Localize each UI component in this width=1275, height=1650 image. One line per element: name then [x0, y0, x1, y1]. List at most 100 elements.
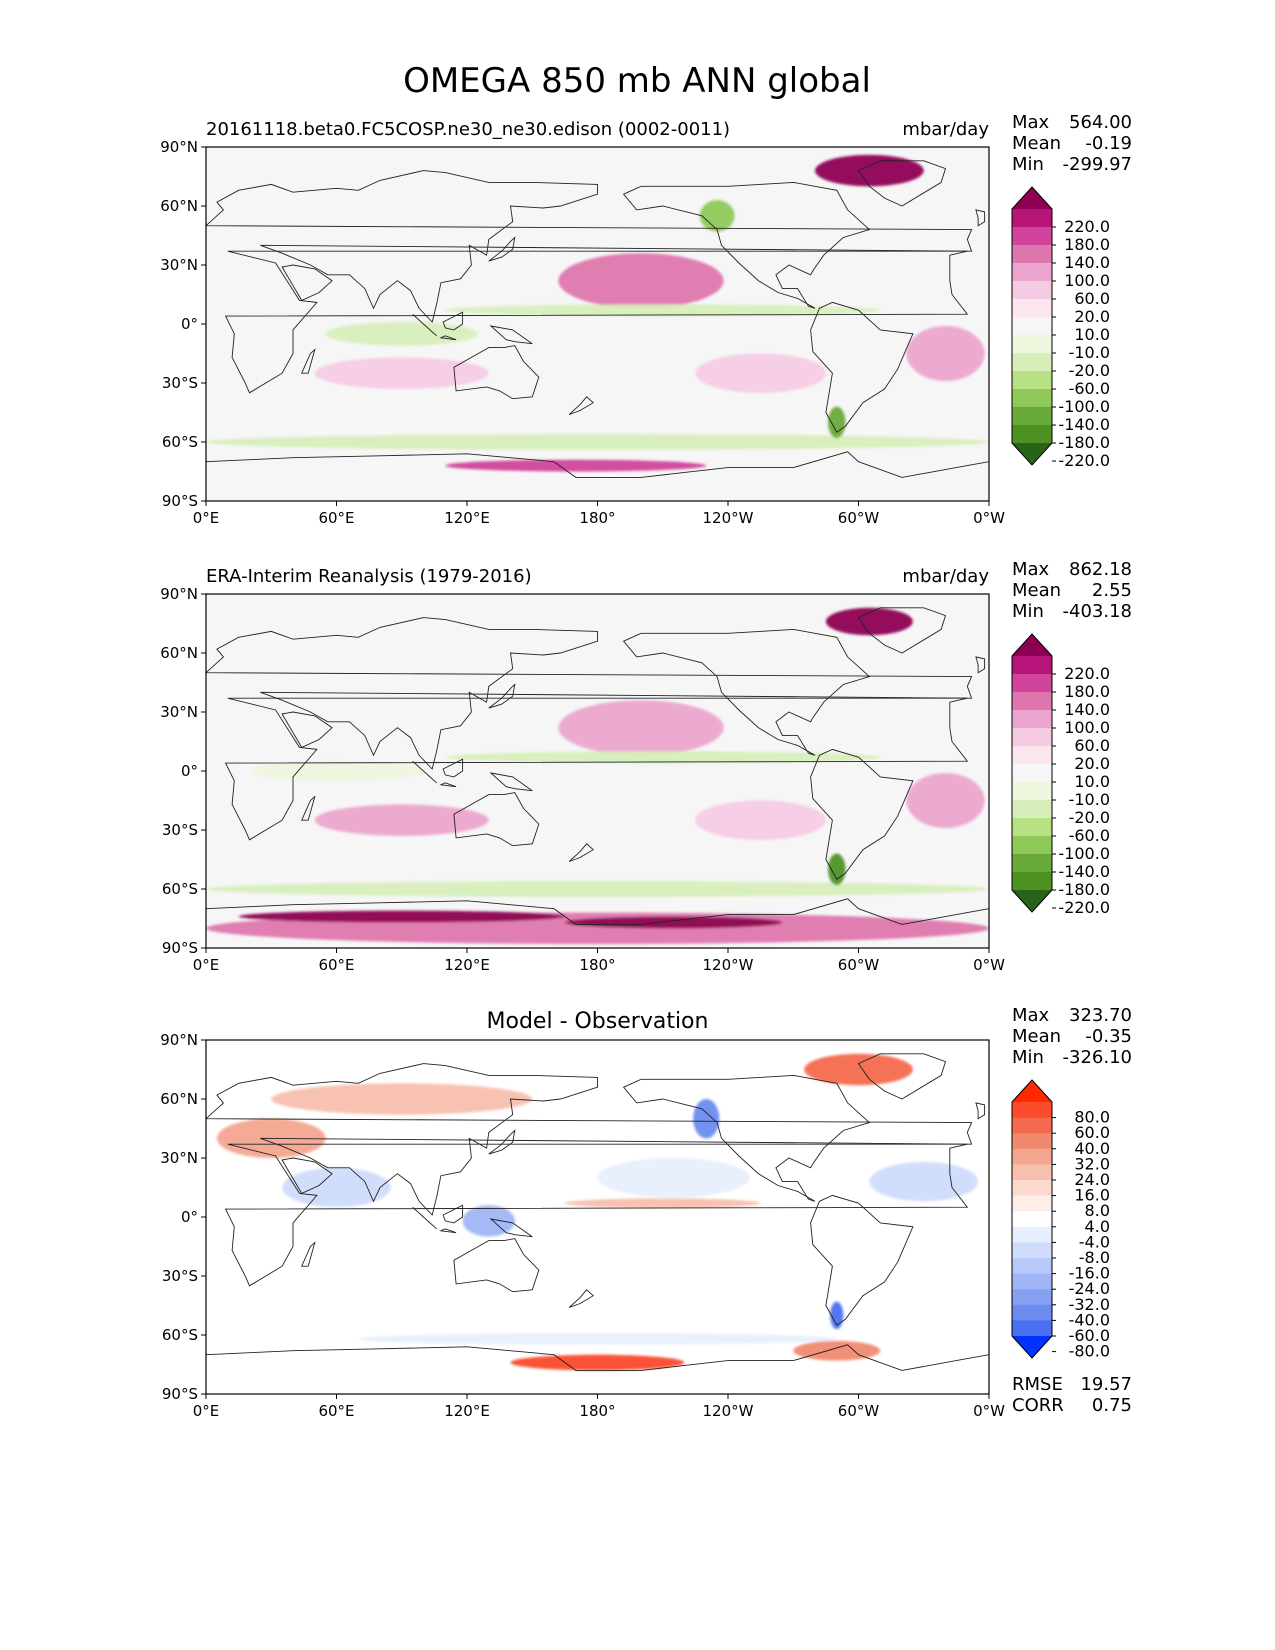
- y-tick-label: 60°S: [162, 433, 198, 451]
- colorbar-label: 220.0: [1064, 217, 1110, 236]
- data-region: [906, 325, 985, 382]
- y-tick-label: 30°S: [162, 821, 198, 839]
- coastline: [489, 1218, 533, 1238]
- stat-label: Mean: [1012, 580, 1061, 601]
- data-region: [314, 804, 489, 836]
- coastline: [281, 264, 333, 301]
- y-tick-label: 60°S: [162, 1326, 198, 1344]
- coastline: [857, 607, 947, 654]
- colorbar-label: 60.0: [1074, 736, 1110, 755]
- y-tick-label: 0°: [181, 762, 198, 780]
- y-tick-label: 60°S: [162, 880, 198, 898]
- colorbar-segment: [1012, 1320, 1052, 1337]
- y-tick-label: 90°N: [160, 585, 198, 603]
- colorbar-segment: [1012, 674, 1052, 693]
- colorbar-label: -32.0: [1069, 1295, 1110, 1314]
- data-region: [445, 304, 881, 317]
- coastlines: [206, 160, 989, 501]
- data-region: [828, 406, 846, 439]
- x-tick-label: 120°W: [703, 1402, 754, 1420]
- x-tick-label: 120°W: [703, 509, 754, 527]
- coastline: [224, 1143, 969, 1287]
- data-region: [815, 154, 924, 187]
- coastline: [281, 1157, 333, 1194]
- colorbar-segment: [1012, 692, 1052, 711]
- x-tick-label: 0°E: [193, 509, 220, 527]
- colorbar-label: -220.0: [1058, 451, 1110, 470]
- colorbar-segment: [1012, 227, 1052, 246]
- coastline: [412, 760, 437, 784]
- colorbar-label: -8.0: [1079, 1248, 1110, 1267]
- coastline: [488, 683, 516, 709]
- colorbar-label: -140.0: [1058, 862, 1110, 881]
- colorbar-segment: [1012, 854, 1052, 873]
- data-field: [206, 607, 989, 945]
- colorbar-segment: [1012, 281, 1052, 300]
- coastline: [489, 325, 533, 345]
- colorbar-segment: [1012, 656, 1052, 675]
- colorbar-segment: [1012, 782, 1052, 801]
- data-region: [695, 800, 826, 840]
- colorbar-label: 4.0: [1085, 1217, 1110, 1236]
- colorbar-segment: [1012, 1102, 1052, 1119]
- y-tick-label: 0°: [181, 1208, 198, 1226]
- colorbar-label: 60.0: [1074, 1123, 1110, 1142]
- colorbar-segment: [1012, 299, 1052, 318]
- colorbar-segment: [1012, 1226, 1052, 1243]
- colorbar-label: 10.0: [1074, 772, 1110, 791]
- colorbar-label: -10.0: [1069, 343, 1110, 362]
- panel-units: mbar/day: [902, 119, 989, 140]
- colorbar-label: 40.0: [1074, 1139, 1110, 1158]
- coastline: [206, 170, 973, 323]
- colorbar-label: -180.0: [1058, 433, 1110, 452]
- y-tick-label: 90°S: [162, 492, 198, 510]
- coastline: [488, 236, 516, 262]
- x-tick-label: 60°W: [838, 956, 880, 974]
- coastline: [301, 795, 316, 821]
- data-region: [695, 353, 826, 393]
- coastline: [975, 656, 986, 674]
- stat-label: Min: [1012, 601, 1044, 622]
- colorbar-label: 220.0: [1064, 664, 1110, 683]
- x-tick-label: 60°E: [318, 509, 354, 527]
- x-tick-label: 0°W: [973, 509, 1005, 527]
- colorbar-segment: [1012, 1133, 1052, 1150]
- coastline: [568, 1289, 594, 1308]
- colorbar-segment: [1012, 1164, 1052, 1181]
- coastline: [224, 250, 969, 394]
- coastline: [439, 335, 457, 341]
- colorbar-extend-min: [1012, 1336, 1052, 1358]
- coastline: [453, 1238, 540, 1293]
- colorbar-extend-max: [1012, 187, 1052, 209]
- colorbar-label: -140.0: [1058, 415, 1110, 434]
- x-tick-label: 0°W: [973, 1402, 1005, 1420]
- x-tick-label: 60°E: [318, 956, 354, 974]
- colorbar-segment: [1012, 746, 1052, 765]
- y-tick-label: 90°N: [160, 1031, 198, 1049]
- data-region: [830, 1301, 844, 1330]
- coastline: [412, 1206, 437, 1230]
- y-tick-label: 0°: [181, 315, 198, 333]
- x-tick-label: 60°W: [838, 1402, 880, 1420]
- panel-difference: 0°E 60°E 120°E 180° 120°W 60°W 0°W 90°N 60°N 30°N…: [160, 1005, 1132, 1420]
- stat-label: Max: [1012, 112, 1050, 133]
- colorbar-segment: [1012, 818, 1052, 837]
- colorbar-label: -20.0: [1069, 361, 1110, 380]
- metric-label: CORR: [1012, 1395, 1064, 1416]
- data-region: [869, 1161, 979, 1202]
- colorbar-label: 100.0: [1064, 271, 1110, 290]
- colorbar-label: -40.0: [1069, 1310, 1110, 1329]
- colorbar-label: 140.0: [1064, 700, 1110, 719]
- data-field: [206, 154, 989, 472]
- colorbar-label: -16.0: [1069, 1264, 1110, 1283]
- x-tick-label: 0°W: [973, 956, 1005, 974]
- data-region: [238, 910, 565, 923]
- colorbar-label: -20.0: [1069, 808, 1110, 827]
- data-region: [564, 1198, 761, 1209]
- colorbar-segment: [1012, 335, 1052, 354]
- coastline: [622, 628, 871, 756]
- colorbar-label: -10.0: [1069, 790, 1110, 809]
- data-region: [906, 772, 985, 829]
- coastline: [206, 617, 973, 770]
- stat-label: Min: [1012, 1047, 1044, 1068]
